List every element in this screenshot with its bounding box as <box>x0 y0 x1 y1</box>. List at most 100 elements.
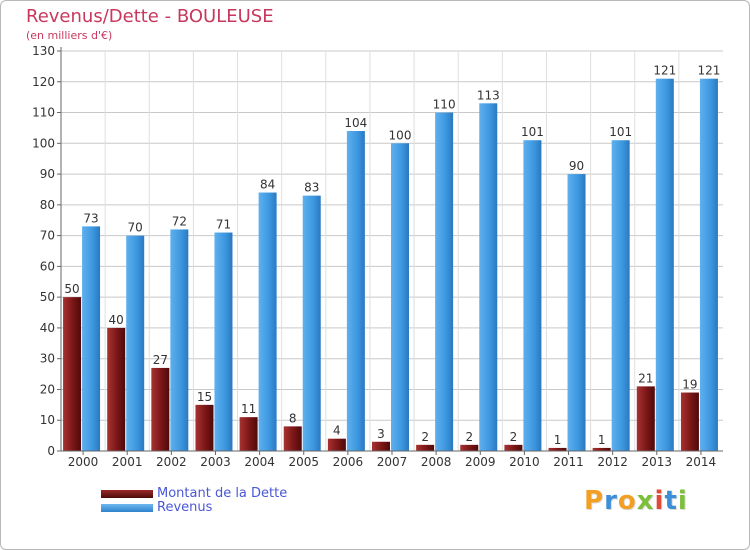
y-tick-label: 0 <box>47 444 55 458</box>
y-tick-label: 60 <box>40 259 55 273</box>
data-label-revenus: 100 <box>389 128 412 142</box>
x-tick-label: 2014 <box>686 455 717 469</box>
y-tick-label: 100 <box>32 136 55 150</box>
logo-letter: P <box>584 486 605 516</box>
data-label-revenus: 70 <box>128 221 143 235</box>
legend-swatch-dette <box>101 490 153 498</box>
data-label-dette: 4 <box>333 424 341 438</box>
data-label-revenus: 121 <box>697 64 720 78</box>
bar-dette <box>107 327 126 451</box>
bar-revenus <box>214 232 233 451</box>
data-label-dette: 2 <box>510 430 518 444</box>
data-label-revenus: 73 <box>83 211 98 225</box>
bar-dette <box>636 386 655 451</box>
data-label-dette: 15 <box>197 390 212 404</box>
bar-dette <box>372 441 390 451</box>
logo-letter: i <box>677 486 688 516</box>
proxiti-logo: Proxiti <box>584 486 688 516</box>
data-label-revenus: 113 <box>477 88 500 102</box>
data-label-dette: 21 <box>638 371 653 385</box>
y-tick-label: 10 <box>40 413 55 427</box>
bar-dette <box>680 392 699 451</box>
bar-dette <box>548 447 567 451</box>
bar-revenus <box>258 192 277 452</box>
data-label-revenus: 104 <box>344 116 367 130</box>
y-tick-label: 40 <box>40 321 55 335</box>
bar-revenus <box>82 226 101 451</box>
x-tick-label: 2013 <box>642 455 673 469</box>
logo-letter: x <box>636 486 655 516</box>
y-tick-label: 120 <box>32 75 55 89</box>
bar-revenus <box>170 229 189 451</box>
y-tick-label: 20 <box>40 382 55 396</box>
y-tick-label: 110 <box>32 106 55 120</box>
x-tick-label: 2003 <box>200 455 231 469</box>
chart-subtitle: (en milliers d'€) <box>26 29 113 42</box>
bar-revenus <box>391 143 409 452</box>
bar-dette <box>283 426 302 451</box>
bar-revenus <box>523 140 542 451</box>
bar-dette <box>416 444 435 451</box>
x-tick-label: 2001 <box>112 455 143 469</box>
data-label-dette: 8 <box>289 411 297 425</box>
bar-revenus <box>655 78 674 451</box>
bar-dette <box>504 444 523 451</box>
bar-dette <box>63 297 82 451</box>
logo-letter: o <box>617 486 637 516</box>
data-label-dette: 50 <box>64 282 79 296</box>
data-label-revenus: 84 <box>260 178 275 192</box>
data-label-dette: 19 <box>682 378 697 392</box>
bar-revenus <box>479 103 498 452</box>
bar-dette <box>327 438 346 451</box>
y-tick-label: 90 <box>40 167 55 181</box>
data-label-revenus: 71 <box>216 218 231 232</box>
x-tick-label: 2012 <box>597 455 628 469</box>
logo-letter: t <box>664 486 678 516</box>
data-label-dette: 27 <box>153 353 168 367</box>
x-tick-label: 2007 <box>377 455 408 469</box>
bar-dette <box>195 404 214 451</box>
y-tick-label: 80 <box>40 198 55 212</box>
logo-letter: i <box>654 486 665 516</box>
x-tick-label: 2006 <box>333 455 364 469</box>
bar-dette <box>460 444 479 451</box>
y-tick-label: 130 <box>32 44 55 58</box>
y-tick-label: 70 <box>40 229 55 243</box>
x-tick-label: 2008 <box>421 455 452 469</box>
legend-label-revenus: Revenus <box>157 500 213 515</box>
data-label-dette: 11 <box>241 402 256 416</box>
bar-revenus <box>699 78 718 451</box>
x-tick-label: 2009 <box>465 455 496 469</box>
y-tick-label: 30 <box>40 352 55 366</box>
data-label-dette: 1 <box>598 433 606 447</box>
data-label-dette: 2 <box>465 430 473 444</box>
bar-revenus <box>435 112 454 452</box>
chart-title: Revenus/Dette - BOULEUSE <box>26 6 274 27</box>
x-tick-label: 2002 <box>156 455 187 469</box>
x-tick-label: 2010 <box>509 455 540 469</box>
x-tick-label: 2004 <box>244 455 275 469</box>
x-tick-label: 2011 <box>553 455 584 469</box>
logo-letter: r <box>604 486 618 516</box>
legend-swatch-revenus <box>101 504 153 512</box>
x-tick-label: 2005 <box>288 455 319 469</box>
bar-revenus <box>611 140 630 451</box>
data-label-revenus: 101 <box>521 125 544 139</box>
data-label-dette: 40 <box>109 313 124 327</box>
data-label-revenus: 83 <box>304 181 319 195</box>
data-label-revenus: 90 <box>569 159 584 173</box>
bar-dette <box>239 417 258 451</box>
legend-label-dette: Montant de la Dette <box>157 486 288 501</box>
data-label-revenus: 101 <box>609 125 632 139</box>
bar-revenus <box>346 131 365 451</box>
y-tick-label: 50 <box>40 290 55 304</box>
bar-dette <box>592 447 611 451</box>
data-label-dette: 2 <box>421 430 429 444</box>
bar-revenus <box>302 195 321 451</box>
data-label-revenus: 121 <box>653 64 676 78</box>
data-label-dette: 1 <box>554 433 562 447</box>
bar-revenus <box>126 235 145 451</box>
data-label-revenus: 72 <box>172 214 187 228</box>
